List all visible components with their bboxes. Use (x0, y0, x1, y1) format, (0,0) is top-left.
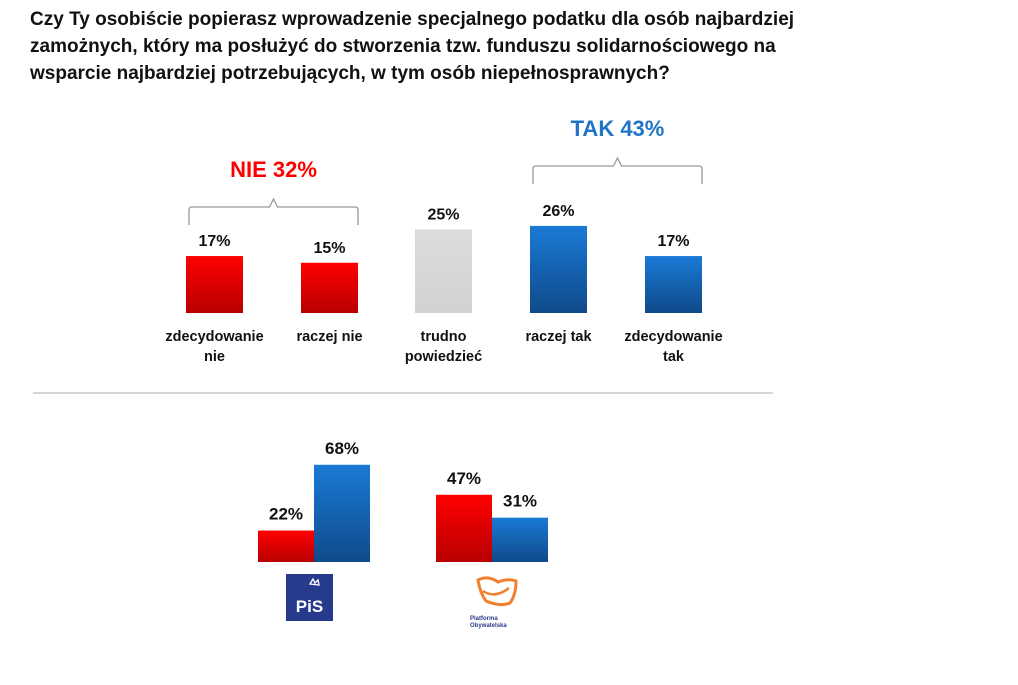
value-label: 15% (313, 240, 345, 257)
value-label: 47% (447, 469, 481, 488)
bar (530, 225, 587, 313)
bar-nie (258, 530, 314, 562)
bar (645, 256, 702, 313)
bar-tak (492, 517, 548, 562)
value-label: 17% (198, 233, 230, 250)
svg-text:Obywatelska: Obywatelska (470, 623, 507, 629)
category-label: raczej tak (525, 329, 592, 345)
value-label: 17% (657, 233, 689, 250)
category-label: tak (663, 349, 685, 365)
value-label: 25% (427, 206, 459, 223)
bar (186, 256, 243, 313)
value-label: 22% (269, 505, 303, 524)
category-label: nie (204, 349, 225, 365)
bar (415, 229, 472, 313)
category-label: zdecydowanie (624, 329, 722, 345)
value-label: 68% (325, 439, 359, 458)
value-label: 26% (542, 203, 574, 220)
bar-tak (314, 464, 370, 562)
svg-text:Platforma: Platforma (470, 616, 498, 622)
category-label: trudno (421, 329, 467, 345)
pis-logo: PiS (286, 574, 333, 621)
category-label: raczej nie (296, 329, 362, 345)
group-label: NIE 32% (230, 157, 317, 182)
group-bracket (532, 156, 703, 184)
bar-nie (436, 494, 492, 562)
category-label: powiedzieć (405, 349, 482, 365)
category-label: zdecydowanie (165, 329, 263, 345)
value-label: 31% (503, 492, 537, 511)
chart-title: Czy Ty osobiście popierasz wprowadzenie … (30, 9, 795, 84)
group-bracket (188, 197, 359, 225)
group-label: TAK 43% (571, 116, 665, 141)
svg-text:PiS: PiS (296, 597, 323, 616)
po-logo: Platforma Obywatelska (470, 576, 518, 629)
bar (301, 262, 358, 313)
